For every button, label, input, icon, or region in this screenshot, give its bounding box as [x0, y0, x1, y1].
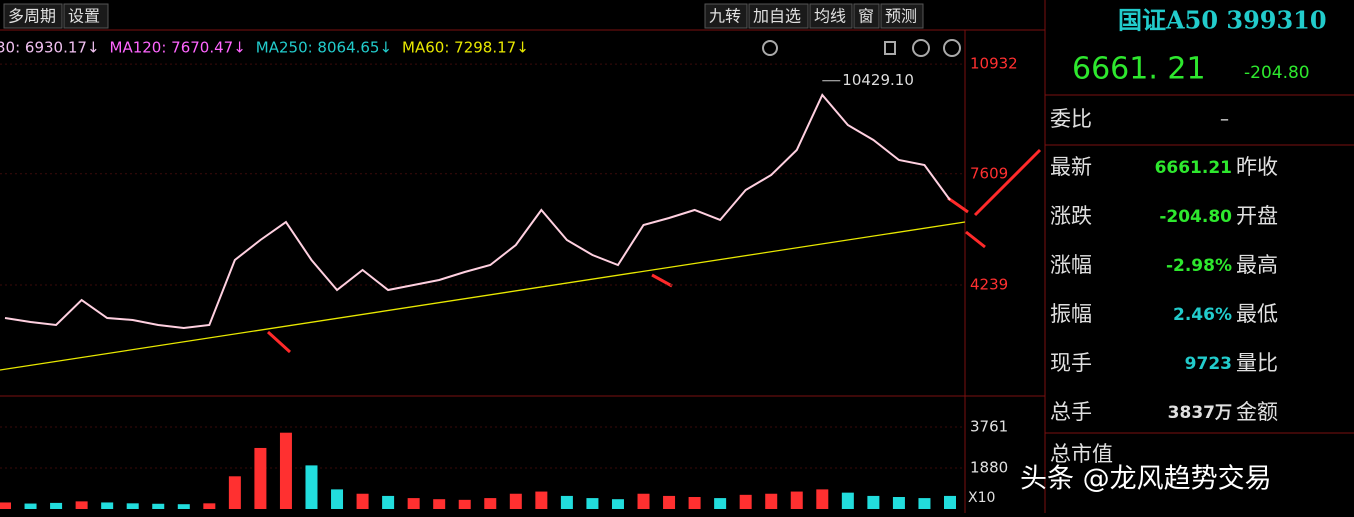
tool-button[interactable]	[809, 3, 853, 29]
ma-legend: 30: 6930.17↓	[0, 39, 100, 57]
tool-button[interactable]	[853, 3, 880, 29]
volume-bar	[560, 495, 573, 509]
volume-bar	[101, 502, 114, 509]
row-label: 最新	[1050, 155, 1092, 179]
ma-legend: MA250: 8064.65↓	[256, 39, 392, 57]
volume-bar	[816, 489, 829, 509]
volume-bar	[841, 492, 854, 509]
tool-button[interactable]	[3, 3, 63, 29]
volume-bar	[944, 495, 956, 509]
tool-button[interactable]	[880, 3, 924, 29]
market-cap-label: 总市值	[1050, 442, 1113, 466]
volume-bar	[305, 465, 318, 509]
tool-button-label[interactable]: 均线	[814, 7, 846, 26]
volume-bar	[867, 495, 880, 509]
volume-bar	[509, 493, 522, 509]
volume-bar	[586, 498, 599, 509]
volume-bar	[382, 495, 395, 509]
tool-button-label[interactable]: 设置	[68, 7, 100, 26]
row-value: 2.46%	[1173, 305, 1232, 325]
volume-bar	[611, 499, 624, 509]
y-tick-label: 3761	[970, 418, 1008, 436]
price-line	[4, 93, 951, 330]
row-value: 6661.21	[1155, 158, 1232, 178]
y-tick-label: 7609	[970, 164, 1008, 182]
y-tick-label: 4239	[970, 276, 1008, 294]
row-label: 最高	[1236, 253, 1278, 277]
tool-button-label[interactable]: 窗	[858, 7, 874, 26]
ma-legend: MA120: 7670.47↓	[110, 39, 246, 57]
volume-bar	[331, 489, 344, 509]
row-value: 3837万	[1168, 403, 1232, 423]
volume-bar	[484, 498, 497, 509]
volume-bar	[203, 503, 216, 509]
volume-bar	[126, 503, 139, 509]
volume-scale: X10	[968, 490, 995, 506]
ratio-label: 委比	[1050, 107, 1092, 131]
volume-bar	[637, 493, 650, 509]
volume-bar	[50, 502, 63, 509]
volume-bar	[433, 499, 446, 509]
volume-bar	[152, 503, 165, 509]
row-label: 昨收	[1236, 155, 1278, 179]
volume-bar	[918, 498, 931, 509]
volume-bar	[663, 495, 676, 509]
row-label: 最低	[1236, 302, 1278, 326]
quote-title: 国证A50 399310	[1118, 6, 1327, 35]
row-value: 9723	[1185, 354, 1232, 374]
tool-icons[interactable]	[762, 39, 961, 57]
tool-button[interactable]	[63, 3, 109, 29]
y-tick-label: 10932	[970, 55, 1018, 73]
quote-price: 6661. 21	[1072, 52, 1206, 87]
volume-bar	[790, 491, 803, 509]
ma-legend: MA60: 7298.17↓	[402, 39, 529, 57]
volume-bar	[688, 497, 701, 509]
y-tick-label: 1880	[970, 459, 1008, 477]
watermark: 头条 @龙风趋势交易	[1020, 464, 1272, 495]
tool-button[interactable]	[748, 3, 809, 29]
volume-bar	[0, 502, 11, 509]
row-label: 现手	[1050, 351, 1092, 375]
volume-bar	[458, 499, 471, 509]
volume-bar	[407, 498, 420, 509]
ratio-value: –	[1220, 109, 1229, 130]
row-label: 涨幅	[1050, 253, 1092, 277]
trendline	[0, 221, 966, 371]
tool-button[interactable]	[704, 3, 748, 29]
annotation-arrows	[266, 148, 1042, 354]
volume-bar	[892, 497, 905, 509]
row-label: 总手	[1050, 400, 1092, 424]
row-label: 量比	[1236, 351, 1278, 375]
tool-button-label[interactable]: 加自选	[753, 7, 801, 26]
volume-bar	[24, 503, 37, 509]
row-label: 振幅	[1050, 302, 1092, 326]
volume-bar	[535, 491, 548, 509]
volume-bar	[279, 432, 292, 509]
volume-bar	[714, 498, 727, 509]
volume-bar	[228, 476, 241, 509]
volume-bar	[254, 447, 267, 509]
volume-bar	[765, 493, 778, 509]
row-value: -204.80	[1159, 207, 1232, 227]
volume-bar	[739, 494, 752, 509]
row-label: 涨跌	[1050, 204, 1092, 228]
volume-bar	[177, 504, 190, 509]
volume-bar	[75, 501, 88, 509]
row-label: 金额	[1236, 400, 1278, 424]
peak-label: 10429.10	[842, 71, 914, 89]
row-value: -2.98%	[1166, 256, 1232, 276]
tool-button-label[interactable]: 多周期	[8, 7, 56, 26]
row-label: 开盘	[1236, 204, 1278, 228]
volume-bar	[356, 493, 369, 509]
tool-button-label[interactable]: 九转	[709, 7, 741, 26]
quote-change: -204.80	[1244, 63, 1310, 83]
tool-button-label[interactable]: 预测	[885, 7, 917, 26]
